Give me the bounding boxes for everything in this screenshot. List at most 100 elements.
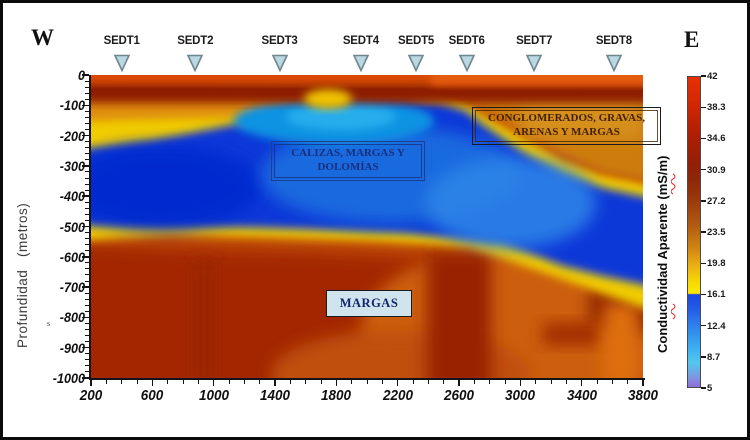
colorbar-tick [701, 137, 706, 140]
y-minor-tick [85, 171, 89, 173]
annotation-conglomerados-text: CONGLOMERADOS, GRAVAS, ARENAS Y MARGAS [488, 112, 645, 138]
colorbar-tick-label: 42 [707, 71, 718, 82]
station-label: SEDT3 [261, 35, 298, 47]
y-minor-tick [85, 153, 89, 155]
y-major-tick [82, 377, 89, 379]
station-label: SEDT1 [103, 35, 140, 47]
west-label: W [31, 25, 54, 50]
x-tick-label: 1000 [198, 387, 229, 404]
y-minor-tick [85, 213, 89, 215]
y-minor-tick [85, 219, 89, 221]
y-minor-tick [85, 371, 89, 373]
x-major-tick [212, 380, 215, 386]
colorbar-tick [701, 231, 706, 233]
y-minor-tick [85, 274, 89, 276]
y-minor-tick [85, 310, 89, 312]
station-marker-icon [605, 54, 623, 77]
colorbar-tick-label: 30.9 [707, 164, 726, 176]
y-minor-tick [85, 183, 89, 185]
y-minor-tick [85, 147, 89, 149]
y-major-tick [82, 104, 89, 107]
y-minor-tick [85, 122, 89, 124]
x-tick-label: 200 [79, 387, 103, 404]
y-major-tick [82, 316, 89, 319]
y-minor-tick [85, 207, 89, 209]
y-minor-tick [85, 341, 89, 343]
y-major-tick [82, 165, 89, 167]
x-minor-tick [550, 380, 552, 384]
annotation-conglomerados: CONGLOMERADOS, GRAVAS, ARENAS Y MARGAS [472, 107, 661, 145]
squiggle-underline-icon [671, 173, 676, 195]
y-major-tick [82, 286, 89, 288]
colorbar-tick-label: 19.8 [707, 258, 726, 270]
annotation-margas-text: MARGAS [339, 295, 399, 310]
x-minor-tick [305, 380, 307, 384]
colorbar-tick-label: 12.4 [707, 320, 726, 332]
x-minor-tick [121, 380, 123, 384]
station-label: SEDT2 [177, 35, 214, 47]
y-minor-tick [85, 292, 89, 294]
y-minor-tick [85, 244, 89, 246]
y-minor-tick [85, 298, 89, 300]
x-minor-tick [535, 380, 537, 384]
station-label: SEDT5 [398, 35, 435, 47]
x-minor-tick [611, 380, 613, 384]
station-label: SEDT6 [448, 35, 485, 47]
colorbar-tick-label: 5 [707, 383, 713, 394]
y-tick-label: -900 [59, 339, 85, 356]
colorbar-tick [701, 168, 706, 171]
x-minor-tick [504, 380, 506, 384]
colorbar-tick [701, 356, 706, 358]
y-minor-tick [85, 110, 89, 112]
x-minor-tick [427, 380, 429, 384]
y-tick-label: -600 [59, 248, 85, 265]
x-minor-tick [105, 380, 107, 384]
y-minor-tick [85, 177, 89, 179]
station-label: SEDT8 [595, 35, 632, 47]
y-minor-tick [85, 92, 89, 94]
x-major-tick [458, 380, 460, 386]
x-minor-tick [182, 380, 184, 384]
x-minor-tick [366, 380, 368, 384]
x-tick-label: 2600 [443, 387, 475, 404]
y-minor-tick [85, 116, 89, 118]
x-tick-label: 3400 [566, 387, 597, 404]
station-marker-icon [271, 54, 288, 77]
annotation-margas: MARGAS [326, 290, 412, 317]
east-label: E [684, 27, 700, 52]
y-major-tick [82, 74, 89, 76]
colorbar-tick-label: 8.7 [707, 351, 721, 363]
y-minor-tick [85, 268, 89, 270]
y-tick-label: -400 [59, 188, 85, 205]
station-marker-icon [458, 54, 475, 77]
subscript-artifact: s [47, 319, 51, 328]
x-major-tick [642, 380, 644, 386]
y-tick-label: -700 [59, 279, 85, 296]
annotation-calizas: CALIZAS, MARGAS Y DOLOMÍAS [271, 141, 425, 181]
x-minor-tick [228, 380, 230, 384]
y-minor-tick [85, 232, 89, 234]
x-minor-tick [412, 380, 414, 384]
y-minor-tick [85, 304, 89, 306]
colorbar-tick [701, 75, 706, 77]
station-marker-icon [187, 54, 204, 77]
x-tick-label: 600 [141, 387, 164, 404]
y-tick-label: -500 [59, 218, 85, 235]
x-major-tick [580, 380, 583, 386]
y-minor-tick [85, 189, 89, 191]
y-minor-tick [85, 322, 89, 324]
x-minor-tick [320, 380, 322, 384]
colorbar-tick [701, 387, 706, 389]
colorbar-tick-label: 34.6 [707, 133, 726, 145]
y-tick-label: -300 [59, 157, 85, 174]
y-minor-tick [85, 201, 89, 203]
y-minor-tick [85, 250, 89, 252]
y-tick-label: -100 [59, 97, 85, 114]
y-minor-tick [85, 365, 89, 367]
x-minor-tick [197, 380, 199, 384]
y-major-tick [82, 195, 89, 197]
x-tick-label: 1800 [321, 387, 352, 404]
x-major-tick [274, 380, 276, 386]
colorbar-tick [701, 293, 706, 296]
x-minor-tick [489, 380, 491, 384]
